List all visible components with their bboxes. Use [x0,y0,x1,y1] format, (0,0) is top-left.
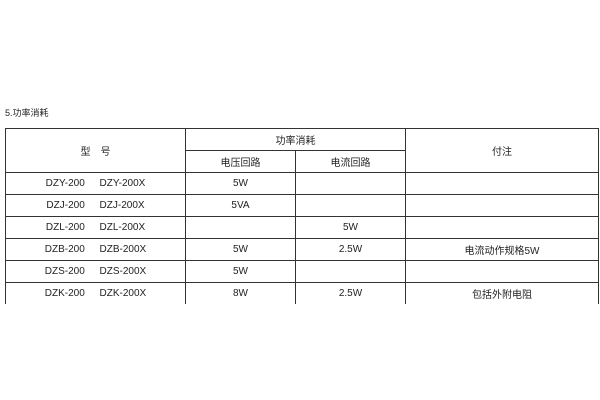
current-cell: 2.5W [295,282,406,304]
notes-cell [405,194,599,217]
notes-cell: 电流动作规格5W [405,238,599,261]
current-cell [295,172,406,195]
header-row: 型 号 功率消耗 付注 [5,128,599,173]
notes-cell [405,216,599,239]
voltage-cell: 5W [185,260,296,283]
voltage-cell: 5W [185,238,296,261]
voltage-cell: 8W [185,282,296,304]
header-current-circuit: 电流回路 [295,150,406,173]
table-row: DZB-200 DZB-200X 5W 2.5W 电流动作规格5W [5,238,599,261]
notes-cell [405,260,599,283]
current-cell: 5W [295,216,406,239]
table-row: DZY-200 DZY-200X 5W [5,172,599,195]
header-power: 功率消耗 [185,128,406,151]
model-cell: DZS-200 DZS-200X [5,260,186,283]
table-row: DZK-200 DZK-200X 8W 2.5W 包括外附电阻 [5,282,599,304]
model-cell: DZY-200 DZY-200X [5,172,186,195]
table-row: DZS-200 DZS-200X 5W [5,260,599,283]
header-notes: 付注 [405,128,599,173]
current-cell [295,194,406,217]
notes-cell [405,172,599,195]
current-cell [295,260,406,283]
notes-cell: 包括外附电阻 [405,282,599,304]
header-model: 型 号 [5,128,186,173]
voltage-cell [185,216,296,239]
subheader-row: 电压回路 电流回路 [6,150,599,173]
model-cell: DZK-200 DZK-200X [5,282,186,304]
table-row: DZJ-200 DZJ-200X 5VA [5,194,599,217]
model-cell: DZL-200 DZL-200X [5,216,186,239]
table-row: DZL-200 DZL-200X 5W [5,216,599,239]
model-cell: DZB-200 DZB-200X [5,238,186,261]
voltage-cell: 5VA [185,194,296,217]
header-voltage-circuit: 电压回路 [185,150,296,173]
model-cell: DZJ-200 DZJ-200X [5,194,186,217]
voltage-cell: 5W [185,172,296,195]
power-consumption-table: 型 号 功率消耗 付注 电压回路 电流回路 DZY-200 DZY-200X 5W… [5,128,599,304]
section-heading: 5.功率消耗 [5,108,49,118]
current-cell: 2.5W [295,238,406,261]
